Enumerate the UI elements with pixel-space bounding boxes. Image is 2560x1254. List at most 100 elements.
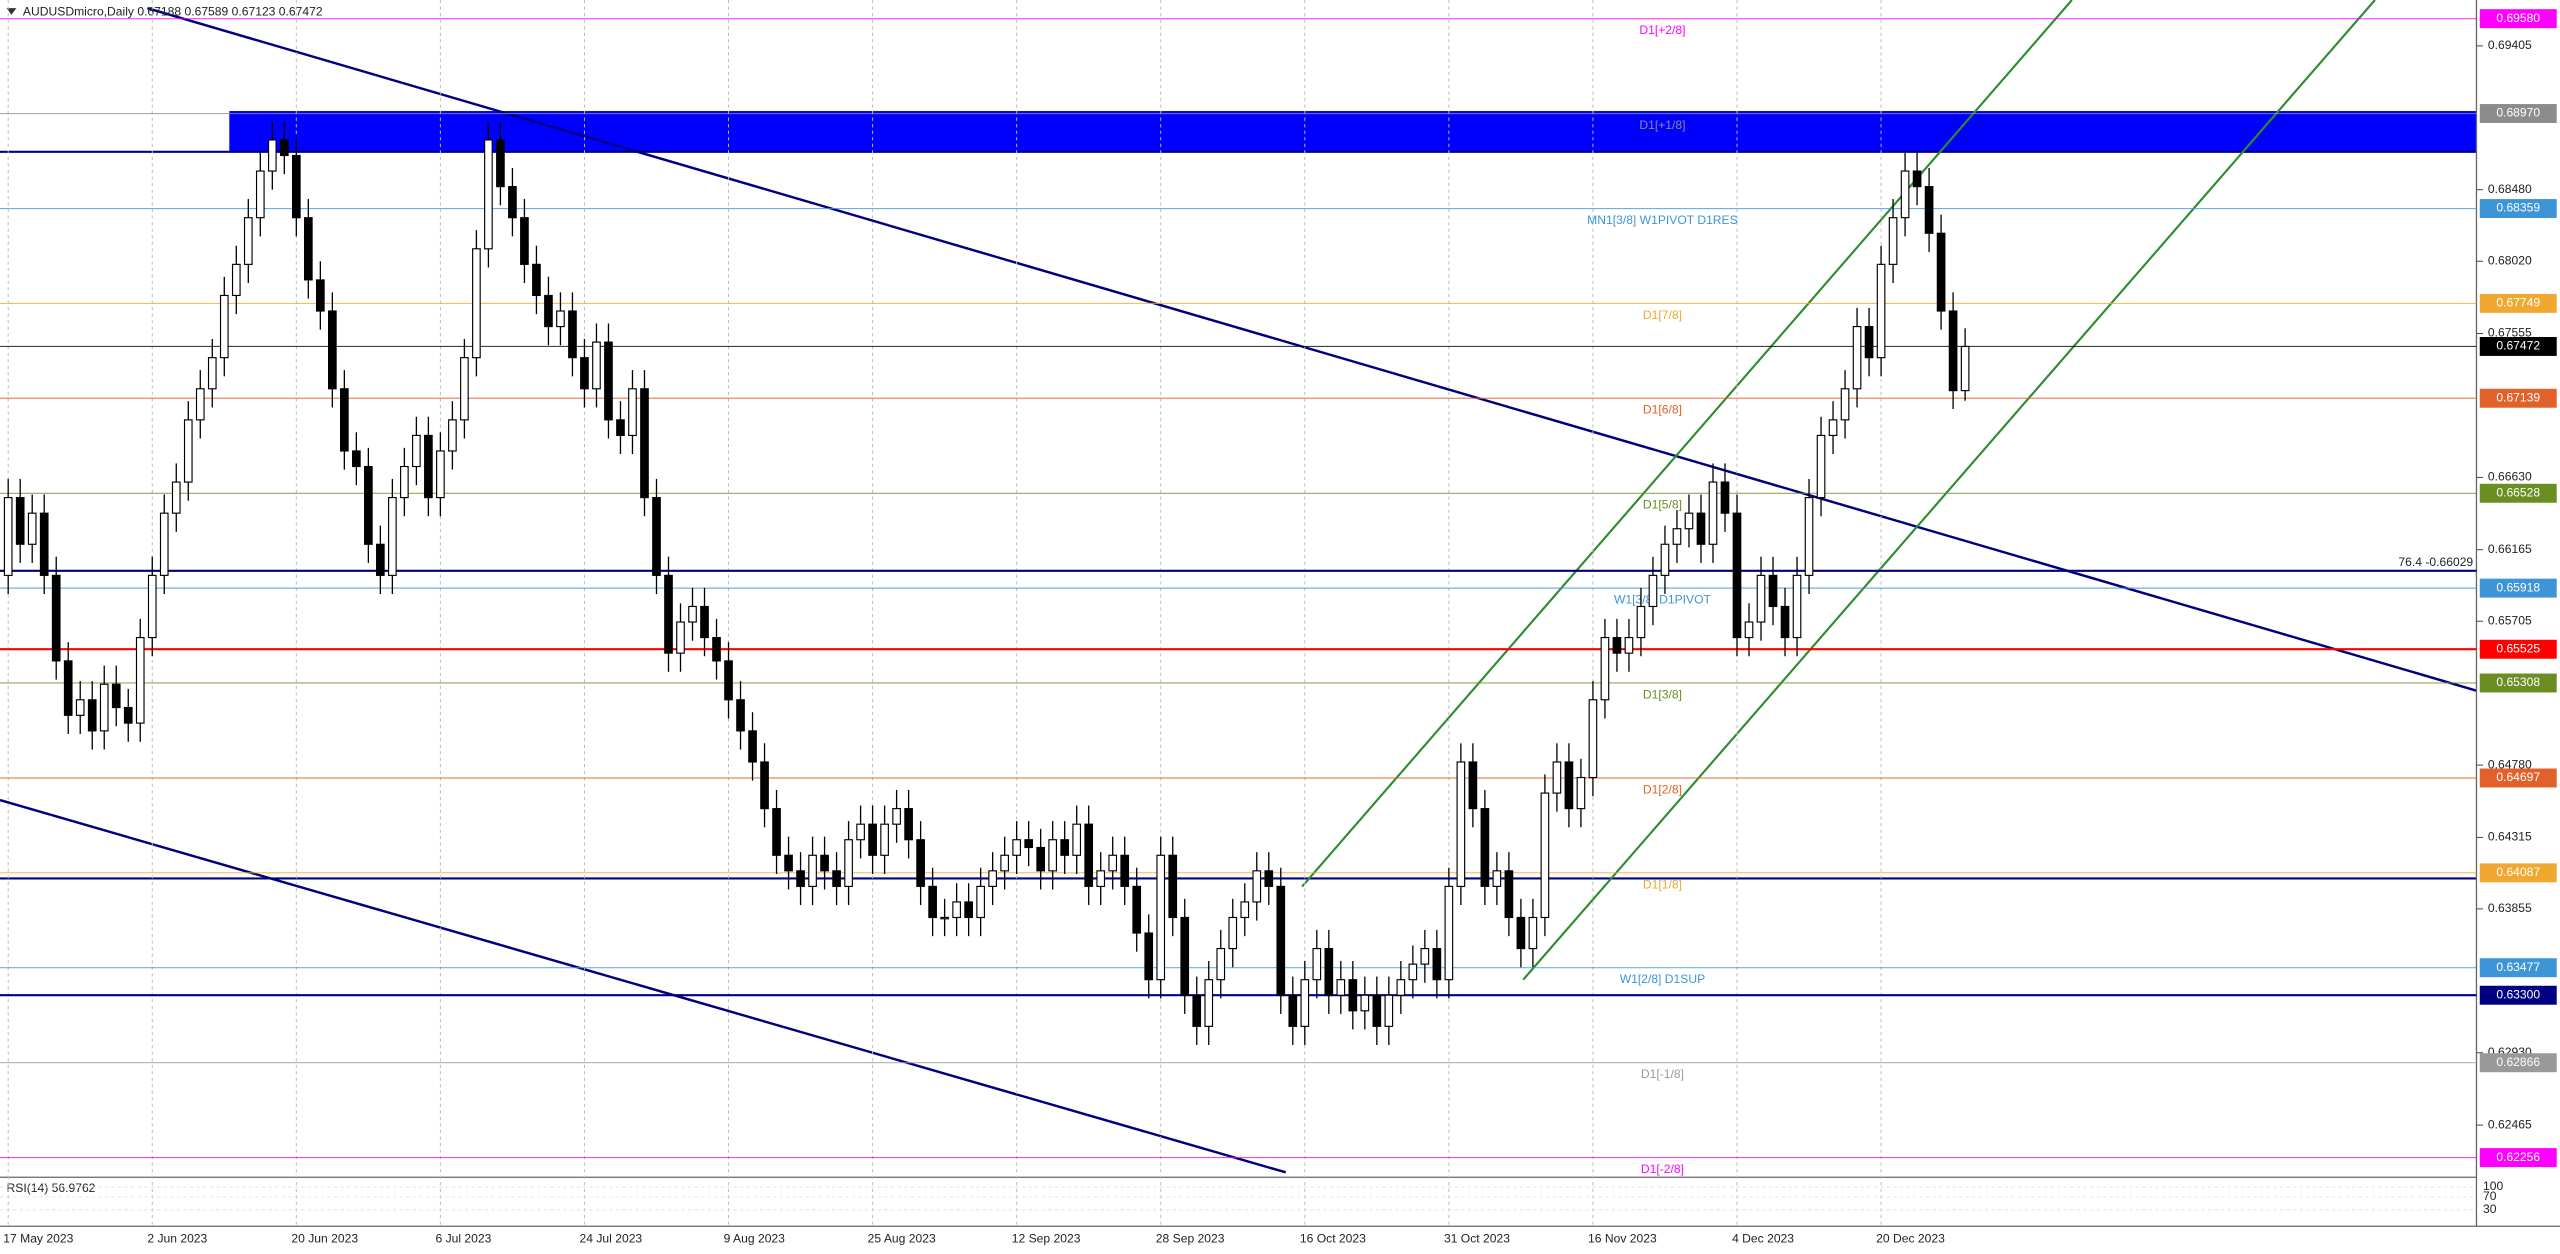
rsi-tick-label: 100: [2483, 1179, 2503, 1193]
y-tick-label: 0.62465: [2488, 1117, 2532, 1131]
candle-body: [1396, 979, 1406, 996]
level-note: 76.4 -0.66029: [2398, 555, 2473, 569]
candle-body: [604, 341, 613, 421]
candle-body: [1780, 605, 1790, 639]
price-box-label: 0.67472: [2496, 339, 2540, 353]
candle-body: [1900, 170, 1910, 219]
candle-body: [1432, 948, 1442, 981]
candle-body: [1504, 870, 1514, 919]
candle-body: [1552, 761, 1562, 794]
price-box-label: 0.65525: [2496, 641, 2540, 655]
candle-body: [1420, 948, 1430, 965]
candle-body: [400, 465, 409, 499]
candle-body: [580, 357, 589, 390]
candle-body: [1384, 994, 1394, 1027]
price-box-label: 0.68359: [2496, 201, 2540, 215]
level-text: D1[-1/8]: [1641, 1067, 1684, 1081]
candle-body: [1732, 512, 1742, 639]
price-box: [2479, 293, 2557, 313]
candle-body: [1252, 870, 1262, 903]
price-box: [2479, 673, 2557, 693]
candle-body: [652, 497, 661, 576]
level-text: D1[6/8]: [1643, 403, 1682, 417]
candle-body: [267, 139, 277, 172]
candle-body: [1276, 885, 1286, 996]
trend-line: [147, 6, 2477, 692]
candle-body: [135, 637, 145, 724]
candle-body: [87, 699, 97, 732]
candle-body: [700, 605, 709, 639]
y-tick-label: 0.64315: [2488, 830, 2532, 844]
price-box: [2479, 388, 2557, 408]
candle-body: [1228, 916, 1238, 950]
x-tick-label: 16 Oct 2023: [1300, 1232, 1366, 1246]
candle-body: [1324, 948, 1334, 996]
price-box-label: 0.67749: [2496, 296, 2540, 310]
level-text: D1[+2/8]: [1639, 23, 1685, 37]
candle-body: [556, 310, 565, 328]
candle-body: [195, 388, 205, 421]
candle-body: [1660, 543, 1670, 576]
candle-body: [1540, 792, 1550, 919]
y-tick-label: 0.69405: [2488, 38, 2532, 52]
x-tick-label: 4 Dec 2023: [1732, 1232, 1794, 1246]
candle-body: [207, 357, 217, 390]
x-tick-label: 6 Jul 2023: [435, 1232, 491, 1246]
x-tick-label: 9 Aug 2023: [724, 1232, 786, 1246]
candle-body: [291, 154, 301, 219]
candle-body: [123, 706, 133, 724]
menu-arrow[interactable]: [6, 8, 17, 15]
x-tick-label: 16 Nov 2023: [1588, 1232, 1657, 1246]
price-box: [2479, 958, 2557, 978]
candle-body: [1216, 948, 1226, 981]
candle-body: [1072, 823, 1082, 856]
price-box: [2479, 768, 2557, 788]
level-text: D1[2/8]: [1643, 782, 1682, 796]
candle-body: [352, 450, 361, 468]
candle-body: [255, 170, 265, 219]
rsi-tick-label: 70: [2483, 1189, 2497, 1203]
candle-body: [544, 294, 553, 328]
candle-body: [460, 357, 469, 421]
candle-body: [99, 683, 109, 732]
candle-body: [760, 761, 769, 810]
candle-body: [1624, 637, 1634, 654]
candle-body: [1480, 808, 1490, 887]
candle-body: [1576, 776, 1586, 810]
y-tick-label: 0.63855: [2488, 901, 2532, 915]
candle-body: [1840, 388, 1850, 421]
candle-body: [1000, 854, 1009, 872]
candle-body: [1444, 885, 1454, 981]
candle-body: [183, 419, 193, 483]
candle-body: [640, 388, 649, 499]
level-text: D1[1/8]: [1643, 877, 1682, 891]
candle-body: [1816, 434, 1826, 499]
candle-body: [1372, 994, 1382, 1027]
candle-body: [736, 699, 745, 732]
candle-body: [147, 574, 157, 639]
candle-body: [568, 310, 577, 359]
candle-body: [904, 808, 913, 841]
candle-body: [1180, 916, 1190, 996]
candle-body: [1600, 637, 1610, 701]
x-tick-label: 24 Jul 2023: [580, 1232, 643, 1246]
level-text: D1[3/8]: [1643, 687, 1682, 701]
candle-body: [688, 605, 697, 623]
candle-body: [1120, 854, 1130, 887]
candle-body: [1492, 870, 1502, 887]
candle-body: [1204, 979, 1214, 1027]
price-box: [2479, 1148, 2557, 1168]
candle-body: [1348, 979, 1358, 1012]
candle-body: [772, 808, 781, 856]
y-tick-label: 0.68480: [2488, 182, 2532, 196]
price-box-label: 0.63300: [2496, 987, 2540, 1001]
candle-body: [1828, 419, 1838, 436]
candle-body: [1516, 916, 1526, 950]
x-tick-label: 31 Oct 2023: [1444, 1232, 1510, 1246]
candle-body: [1084, 823, 1094, 887]
candle-body: [832, 870, 841, 887]
x-tick-label: 20 Dec 2023: [1876, 1232, 1945, 1246]
candle-body: [1672, 528, 1682, 545]
candle-body: [808, 854, 817, 887]
